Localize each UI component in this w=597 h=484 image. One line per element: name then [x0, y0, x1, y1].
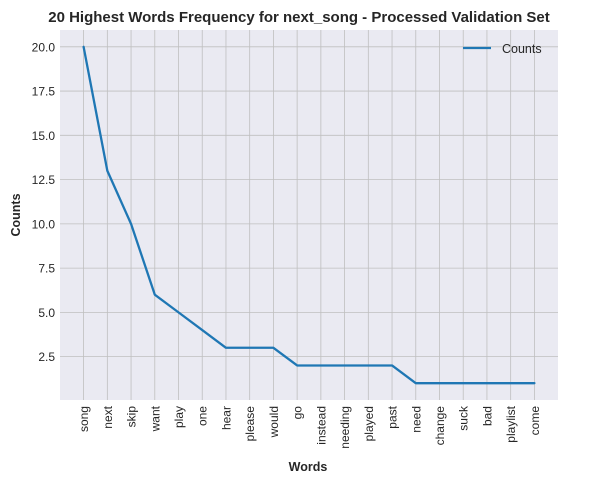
y-tick-label: 7.5 — [38, 262, 55, 276]
x-tick-label: past — [386, 405, 400, 428]
chart-title: 20 Highest Words Frequency for next_song… — [48, 9, 550, 26]
y-tick-labels: 2.5 5.0 7.5 10.0 12.5 15.0 17.5 20.0 — [32, 40, 56, 364]
y-tick-label: 2.5 — [38, 350, 55, 364]
x-axis-label: Words — [289, 460, 328, 474]
y-tick-label: 17.5 — [32, 85, 56, 99]
x-tick-label: suck — [457, 405, 471, 431]
x-tick-label: next — [101, 405, 115, 428]
series-layer — [82, 45, 536, 385]
y-tick-label: 5.0 — [38, 306, 55, 320]
y-axis-label: Counts — [9, 193, 23, 236]
y-tick-label: 12.5 — [32, 173, 56, 187]
x-tick-label: played — [362, 406, 376, 441]
x-tick-label: song — [77, 406, 91, 432]
x-tick-label: need — [409, 406, 423, 433]
legend-label-counts: Counts — [502, 42, 542, 56]
x-tick-label: one — [196, 406, 210, 426]
x-tick-labels: song next skip want play one hear please would go… — [77, 405, 542, 449]
x-tick-label: needing — [338, 406, 352, 449]
x-tick-label: play — [172, 406, 186, 428]
x-tick-label: would — [267, 406, 281, 438]
x-tick-label: skip — [125, 406, 139, 428]
x-tick-label: want — [148, 405, 162, 432]
x-tick-label: playlist — [504, 405, 518, 442]
x-tick-label: please — [243, 406, 257, 442]
x-tick-label: go — [291, 406, 305, 420]
x-tick-label: instead — [314, 406, 328, 445]
plot-area — [60, 30, 558, 400]
y-tick-label: 10.0 — [32, 217, 56, 231]
y-tick-label: 15.0 — [32, 129, 56, 143]
grid — [60, 30, 558, 400]
y-tick-label: 20.0 — [32, 40, 56, 54]
x-tick-label: come — [528, 406, 542, 436]
legend: Counts — [463, 42, 542, 56]
x-tick-label: hear — [219, 406, 233, 430]
series-line-counts — [82, 45, 536, 385]
x-tick-label: change — [433, 406, 447, 446]
x-tick-label: bad — [480, 406, 494, 426]
